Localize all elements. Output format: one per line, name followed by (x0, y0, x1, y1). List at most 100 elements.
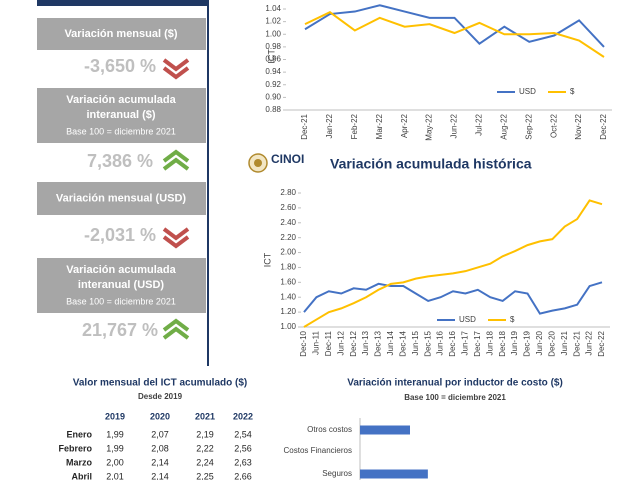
column-header: 2019 (105, 411, 125, 421)
legend-label: $ (570, 87, 575, 96)
row-label: Abril (71, 471, 92, 480)
x-tick-label: Jun-18 (485, 330, 494, 355)
legend-label: $ (510, 315, 515, 324)
trend-arrow (162, 157, 190, 171)
x-tick-label: Jun-12 (336, 330, 345, 355)
x-tick-label: Dec-10 (299, 330, 308, 356)
x-tick-label: Oct-22 (549, 113, 558, 138)
x-tick-label: Dec-13 (374, 330, 383, 356)
kpi-card (37, 182, 206, 215)
y-tick-label: 2.80 (280, 188, 296, 197)
x-tick-label: Jun-16 (436, 330, 445, 355)
x-tick-label: Dec-12 (349, 330, 358, 356)
kpi-value: 21,767 % (82, 320, 158, 340)
kpi-note: Base 100 = diciembre 2021 (66, 296, 176, 306)
kpi-label: interanual (USD) (78, 279, 165, 291)
x-tick-label: Jan-22 (325, 113, 334, 138)
y-tick-label: 2.20 (280, 233, 296, 242)
y-tick-label: 0.96 (265, 55, 281, 64)
trend-arrow (162, 227, 190, 241)
table-cell: 2,19 (196, 429, 214, 439)
column-header: 2022 (233, 411, 253, 421)
logo-mark (254, 159, 262, 167)
x-tick-label: Dec-22 (599, 113, 608, 139)
y-tick-label: 2.40 (280, 218, 296, 227)
y-tick-label: 1.80 (280, 263, 296, 272)
x-tick-label: Dec-11 (324, 330, 333, 356)
row-label: Marzo (66, 457, 93, 467)
y-tick-label: 2.00 (280, 248, 296, 257)
x-tick-label: Jun-22 (585, 330, 594, 355)
table-cell: 2,63 (234, 457, 252, 467)
y-tick-label: 1.00 (265, 29, 281, 38)
y-tick-label: Seguros (322, 469, 352, 478)
kpi-label: Variación acumulada (66, 264, 176, 276)
kpi-value: -3,650 % (84, 56, 156, 76)
x-tick-label: Jun-11 (312, 330, 321, 354)
trend-arrow (162, 149, 190, 163)
x-tick-label: Dec-16 (448, 330, 457, 356)
x-tick-label: Dec-18 (498, 330, 507, 356)
x-tick-label: Aug-22 (499, 113, 508, 139)
x-tick-label: Jun-20 (535, 330, 544, 355)
x-tick-label: Dec-19 (523, 330, 532, 356)
x-tick-label: Jun-14 (386, 330, 395, 355)
kpi-label: interanual ($) (86, 109, 155, 121)
y-tick-label: 1.04 (265, 4, 281, 13)
x-tick-label: Dec-15 (423, 330, 432, 356)
row-label: Enero (66, 429, 92, 439)
kpi-label: Variación mensual ($) (64, 28, 177, 40)
table-title: Valor mensual del ICT acumulado ($) (73, 378, 248, 389)
trend-arrow (162, 326, 190, 340)
trend-arrow (162, 318, 190, 332)
series-line (303, 281, 603, 315)
y-tick-label: 1.40 (280, 292, 296, 301)
y-tick-label: Otros costos (307, 425, 352, 434)
kpi-note: Base 100 = diciembre 2021 (66, 126, 176, 136)
legend-label: USD (459, 315, 476, 324)
y-tick-label: Costos Financieros (284, 446, 352, 455)
table-cell: 2,08 (151, 443, 169, 453)
x-tick-label: Jun-17 (461, 330, 470, 355)
y-tick-label: 0.98 (265, 42, 281, 51)
table-cell: 2,56 (234, 443, 252, 453)
x-tick-label: Feb-22 (350, 113, 359, 139)
x-tick-label: Jun-22 (450, 113, 459, 138)
x-tick-label: Jun-19 (510, 330, 519, 355)
x-tick-label: Dec-21 (300, 113, 309, 139)
x-tick-label: Dec-22 (597, 330, 606, 356)
table-cell: 2,54 (234, 429, 252, 439)
table-cell: 1,99 (106, 443, 124, 453)
y-axis-label: ICT (262, 252, 272, 267)
header-bar (37, 0, 208, 6)
bar (360, 469, 428, 479)
row-label: Febrero (58, 443, 92, 453)
trend-arrow (162, 66, 190, 80)
kpi-label: Variación acumulada (66, 94, 176, 106)
y-tick-label: 2.60 (280, 203, 296, 212)
table-cell: 2,14 (151, 457, 169, 467)
y-tick-label: 1.00 (280, 322, 296, 331)
table-cell: 2,24 (196, 457, 214, 467)
table-cell: 2,22 (196, 443, 214, 453)
y-tick-label: 0.94 (265, 67, 281, 76)
legend-label: USD (519, 87, 536, 96)
series-line (304, 11, 605, 58)
kpi-card (37, 88, 206, 143)
y-axis-label: ICT (266, 49, 276, 64)
series-line (303, 199, 603, 328)
table-cell: 2,14 (151, 471, 169, 480)
x-tick-label: Dec-17 (473, 330, 482, 356)
x-tick-label: Jun-13 (361, 330, 370, 355)
y-tick-label: 0.92 (265, 80, 281, 89)
table-cell: 1,99 (106, 429, 124, 439)
kpi-value: -2,031 % (84, 225, 156, 245)
x-tick-label: Sep-22 (524, 113, 533, 139)
table-cell: 2,25 (196, 471, 214, 480)
trend-arrow (162, 58, 190, 72)
bar (360, 425, 410, 435)
y-tick-label: 1.60 (280, 277, 296, 286)
table-subtitle: Desde 2019 (138, 392, 183, 401)
y-tick-label: 0.90 (265, 92, 281, 101)
